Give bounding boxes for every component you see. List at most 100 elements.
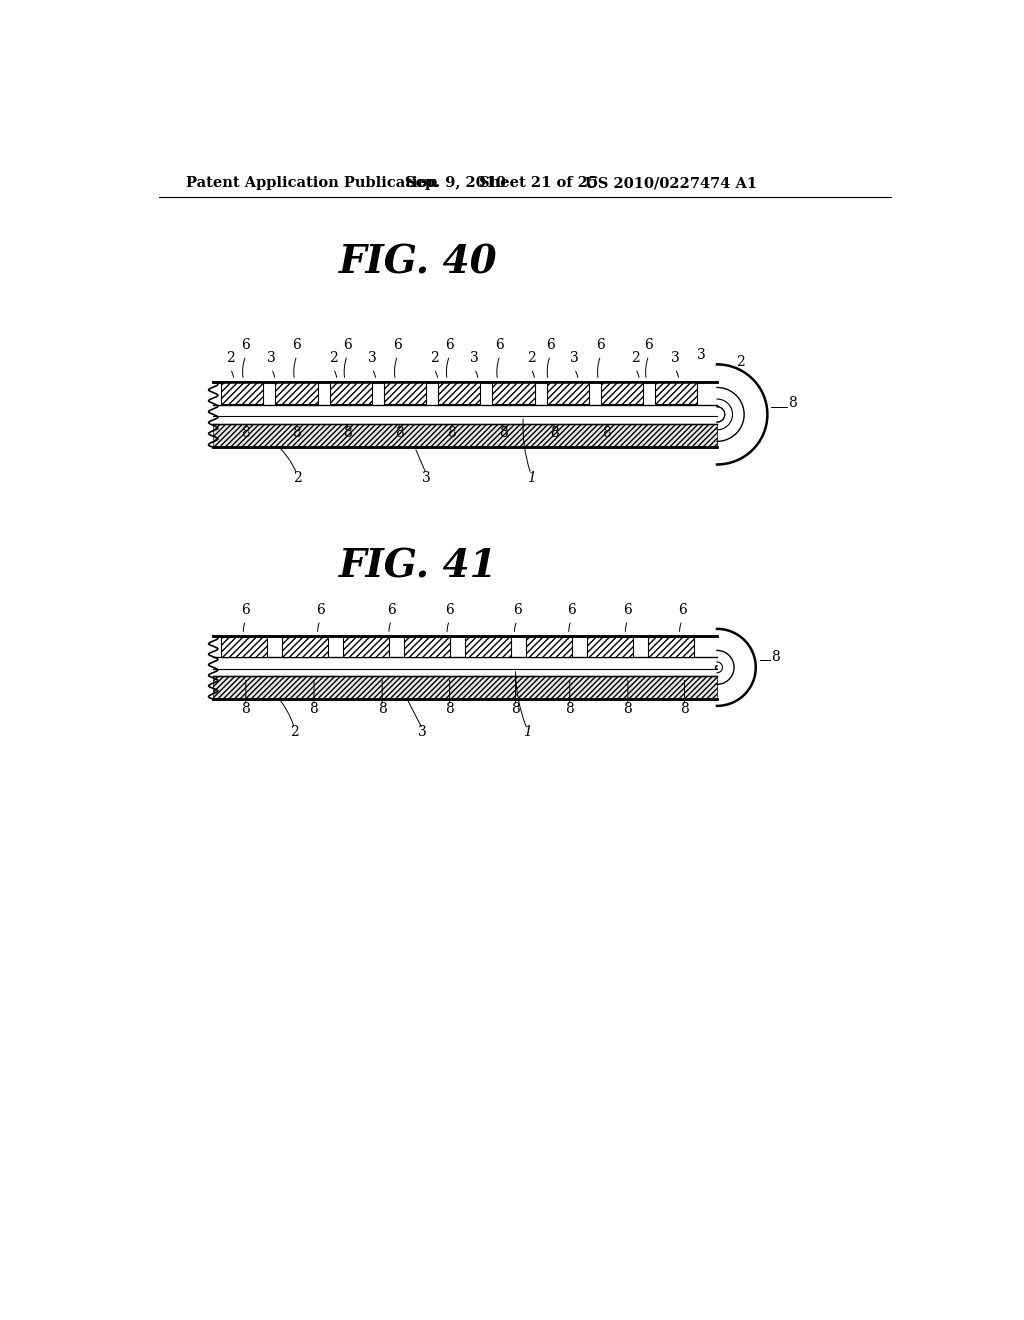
Text: 6: 6: [393, 338, 402, 352]
Text: 8: 8: [511, 702, 520, 715]
Text: 8: 8: [343, 426, 351, 440]
Bar: [526, 636, 572, 656]
Bar: [587, 636, 633, 656]
Bar: [526, 636, 572, 656]
Bar: [601, 383, 643, 404]
Text: 2: 2: [631, 351, 640, 366]
Text: 6: 6: [445, 603, 454, 618]
Text: 3: 3: [267, 351, 275, 366]
Text: 8: 8: [395, 426, 403, 440]
Bar: [438, 383, 480, 404]
Bar: [655, 383, 697, 404]
Bar: [493, 383, 535, 404]
Bar: [282, 636, 328, 656]
Text: 6: 6: [293, 338, 301, 352]
Text: 1: 1: [522, 725, 531, 739]
Text: 6: 6: [496, 338, 505, 352]
Text: FIG. 40: FIG. 40: [339, 243, 498, 281]
Bar: [601, 383, 643, 404]
Text: 2: 2: [293, 471, 301, 484]
Text: Sheet 21 of 25: Sheet 21 of 25: [479, 176, 598, 190]
Text: 6: 6: [315, 603, 325, 618]
Text: 2: 2: [430, 351, 438, 366]
Bar: [343, 636, 389, 656]
Text: 6: 6: [445, 338, 454, 352]
Text: 2: 2: [526, 351, 536, 366]
Bar: [221, 383, 263, 404]
Bar: [493, 383, 535, 404]
Bar: [547, 383, 589, 404]
Text: 2: 2: [290, 725, 299, 739]
Text: 6: 6: [513, 603, 521, 618]
Text: 8: 8: [680, 702, 689, 715]
Text: 8: 8: [445, 702, 454, 715]
Text: 8: 8: [771, 651, 780, 664]
Bar: [547, 383, 589, 404]
Bar: [384, 383, 426, 404]
Bar: [384, 383, 426, 404]
Bar: [213, 381, 717, 405]
Text: Patent Application Publication: Patent Application Publication: [186, 176, 438, 190]
Text: 2: 2: [226, 351, 234, 366]
Bar: [213, 636, 717, 657]
Text: US 2010/0227474 A1: US 2010/0227474 A1: [586, 176, 758, 190]
Bar: [648, 636, 694, 656]
Text: 3: 3: [418, 725, 427, 739]
Bar: [275, 383, 317, 404]
Bar: [282, 636, 328, 656]
Text: 2: 2: [329, 351, 338, 366]
Text: 8: 8: [293, 426, 301, 440]
Bar: [213, 405, 717, 416]
Bar: [221, 636, 267, 656]
Text: 8: 8: [309, 702, 318, 715]
Text: 8: 8: [378, 702, 387, 715]
Bar: [587, 636, 633, 656]
Bar: [213, 424, 717, 447]
Text: 6: 6: [678, 603, 686, 618]
Text: 8: 8: [624, 702, 632, 715]
Bar: [221, 383, 263, 404]
Text: 8: 8: [242, 702, 250, 715]
Text: 3: 3: [570, 351, 579, 366]
Text: 8: 8: [550, 426, 559, 440]
Text: 3: 3: [697, 347, 706, 362]
Text: 3: 3: [422, 471, 431, 484]
Text: 3: 3: [368, 351, 377, 366]
Text: 8: 8: [788, 396, 797, 409]
Text: 1: 1: [526, 471, 536, 484]
Text: Sep. 9, 2010: Sep. 9, 2010: [406, 176, 507, 190]
Text: 6: 6: [644, 338, 653, 352]
Text: 3: 3: [671, 351, 680, 366]
Bar: [404, 636, 450, 656]
Text: 6: 6: [546, 338, 555, 352]
Bar: [465, 636, 511, 656]
Text: 6: 6: [242, 603, 250, 618]
Bar: [213, 676, 717, 700]
Text: 2: 2: [736, 355, 744, 370]
Text: FIG. 41: FIG. 41: [339, 548, 498, 586]
Bar: [275, 383, 317, 404]
Text: 6: 6: [343, 338, 351, 352]
Text: 8: 8: [602, 426, 610, 440]
Bar: [404, 636, 450, 656]
Bar: [330, 383, 372, 404]
Text: 6: 6: [387, 603, 396, 618]
Bar: [213, 424, 717, 447]
Bar: [343, 636, 389, 656]
Bar: [648, 636, 694, 656]
Bar: [330, 383, 372, 404]
Bar: [655, 383, 697, 404]
Text: 6: 6: [242, 338, 250, 352]
Text: 8: 8: [242, 426, 250, 440]
Text: 6: 6: [596, 338, 605, 352]
Bar: [221, 636, 267, 656]
Bar: [438, 383, 480, 404]
Text: 8: 8: [447, 426, 457, 440]
Text: 6: 6: [624, 603, 632, 618]
Text: 3: 3: [470, 351, 479, 366]
Bar: [213, 676, 717, 700]
Text: 6: 6: [567, 603, 575, 618]
Text: 8: 8: [565, 702, 574, 715]
Bar: [465, 636, 511, 656]
Text: 8: 8: [500, 426, 508, 440]
